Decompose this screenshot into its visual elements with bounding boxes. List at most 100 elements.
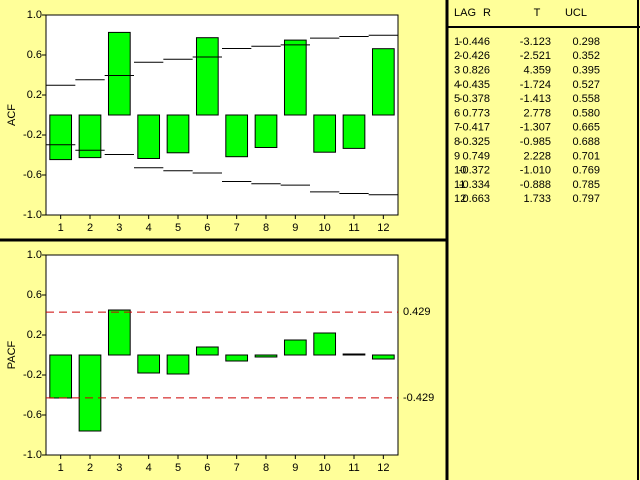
table-cell: 0.395 (572, 65, 600, 77)
x-tick-label: 3 (116, 222, 122, 234)
bar (371, 354, 395, 360)
table-cell: -0.372 (459, 165, 490, 177)
x-tick-label: 1 (58, 462, 64, 474)
x-tick-label: 10 (319, 222, 331, 234)
y-tick-label: 0.6 (27, 49, 42, 61)
table-cell: 1.733 (523, 193, 551, 205)
x-tick-label: 6 (204, 222, 210, 234)
x-tick-label: 10 (319, 462, 331, 474)
bar (137, 114, 161, 159)
x-tick-label: 9 (292, 462, 298, 474)
table-cell: 3 (454, 65, 460, 77)
bar (313, 332, 337, 356)
x-tick-label: 8 (263, 222, 269, 234)
y-axis-label: ACF (6, 104, 18, 126)
x-tick-label: 3 (116, 462, 122, 474)
table-cell: 0.826 (462, 65, 490, 77)
table-cell: -3.123 (520, 36, 551, 48)
x-tick-label: 8 (263, 462, 269, 474)
bar (254, 114, 278, 148)
y-tick-label: 1.0 (27, 249, 42, 261)
bar (371, 48, 395, 116)
x-tick-label: 6 (204, 462, 210, 474)
table-cell: -1.724 (520, 79, 551, 91)
y-tick-label: 0.2 (27, 89, 42, 101)
bar (166, 354, 190, 375)
bar (107, 309, 131, 356)
bar (195, 346, 219, 356)
table-header: R (483, 7, 491, 19)
bar (166, 114, 190, 154)
table-cell: 2 (454, 50, 460, 62)
x-tick-label: 11 (348, 222, 359, 234)
table-cell: 8 (454, 136, 460, 148)
table-cell: 7 (454, 122, 460, 134)
table-cell: 10 (454, 165, 466, 177)
bar (313, 114, 337, 153)
bar (107, 31, 131, 116)
table-cell: 6 (454, 107, 460, 119)
x-tick-label: 2 (87, 222, 93, 234)
bar (342, 353, 366, 356)
plot-area (45, 254, 399, 456)
bar (283, 39, 307, 116)
table-cell: 0.769 (572, 165, 600, 177)
bar (137, 354, 161, 374)
x-tick-label: 7 (234, 222, 240, 234)
bar (283, 339, 307, 356)
y-axis-label: PACF (6, 340, 18, 369)
bar (225, 354, 249, 362)
table-cell: 0.663 (462, 193, 490, 205)
table-cell: 1 (454, 36, 460, 48)
bar (49, 354, 73, 399)
y-tick-label: -1.0 (23, 449, 42, 461)
table-cell: 5 (454, 93, 460, 105)
table-cell: -0.985 (520, 136, 551, 148)
table-cell: -1.010 (520, 165, 551, 177)
table-cell: 0.298 (572, 36, 600, 48)
x-tick-label: 4 (146, 222, 152, 234)
table-cell: 9 (454, 150, 460, 162)
bar (78, 354, 102, 432)
table-cell: 0.580 (572, 107, 600, 119)
y-tick-label: -0.2 (23, 369, 42, 381)
table-cell: 0.527 (572, 79, 600, 91)
bar (78, 114, 102, 159)
table-cell: 0.688 (572, 136, 600, 148)
table-cell: -0.378 (459, 93, 490, 105)
table-cell: 2.228 (523, 150, 551, 162)
table-cell: -0.417 (459, 122, 490, 134)
y-tick-label: 1.0 (27, 9, 42, 21)
y-tick-label: 0.2 (27, 329, 42, 341)
table-header: T (534, 7, 541, 19)
bar (254, 354, 278, 358)
x-tick-label: 11 (348, 462, 359, 474)
table-cell: 0.665 (572, 122, 600, 134)
table-cell: -2.521 (520, 50, 551, 62)
table-cell: -0.325 (459, 136, 490, 148)
table-cell: -1.413 (520, 93, 551, 105)
x-tick-label: 12 (377, 462, 389, 474)
x-tick-label: 4 (146, 462, 152, 474)
table-cell: -1.307 (520, 122, 551, 134)
bar (49, 114, 73, 161)
x-tick-label: 12 (377, 222, 389, 234)
table-cell: -0.888 (520, 179, 551, 191)
table-cell: -0.446 (459, 36, 490, 48)
table-cell: 0.749 (462, 150, 490, 162)
y-tick-label: -0.6 (23, 169, 42, 181)
y-tick-label: -0.2 (23, 129, 42, 141)
table-cell: -0.426 (459, 50, 490, 62)
table-cell: -0.435 (459, 79, 490, 91)
table-cell: 0.701 (572, 150, 600, 162)
table-cell: 2.778 (523, 107, 551, 119)
table-header: LAG (454, 7, 476, 19)
table-cell: 12 (454, 193, 466, 205)
table-cell: 0.785 (572, 179, 600, 191)
limit-label: -0.429 (403, 392, 434, 404)
y-tick-label: -1.0 (23, 209, 42, 221)
bar (342, 114, 366, 149)
x-tick-label: 7 (234, 462, 240, 474)
table-header: UCL (565, 7, 587, 19)
